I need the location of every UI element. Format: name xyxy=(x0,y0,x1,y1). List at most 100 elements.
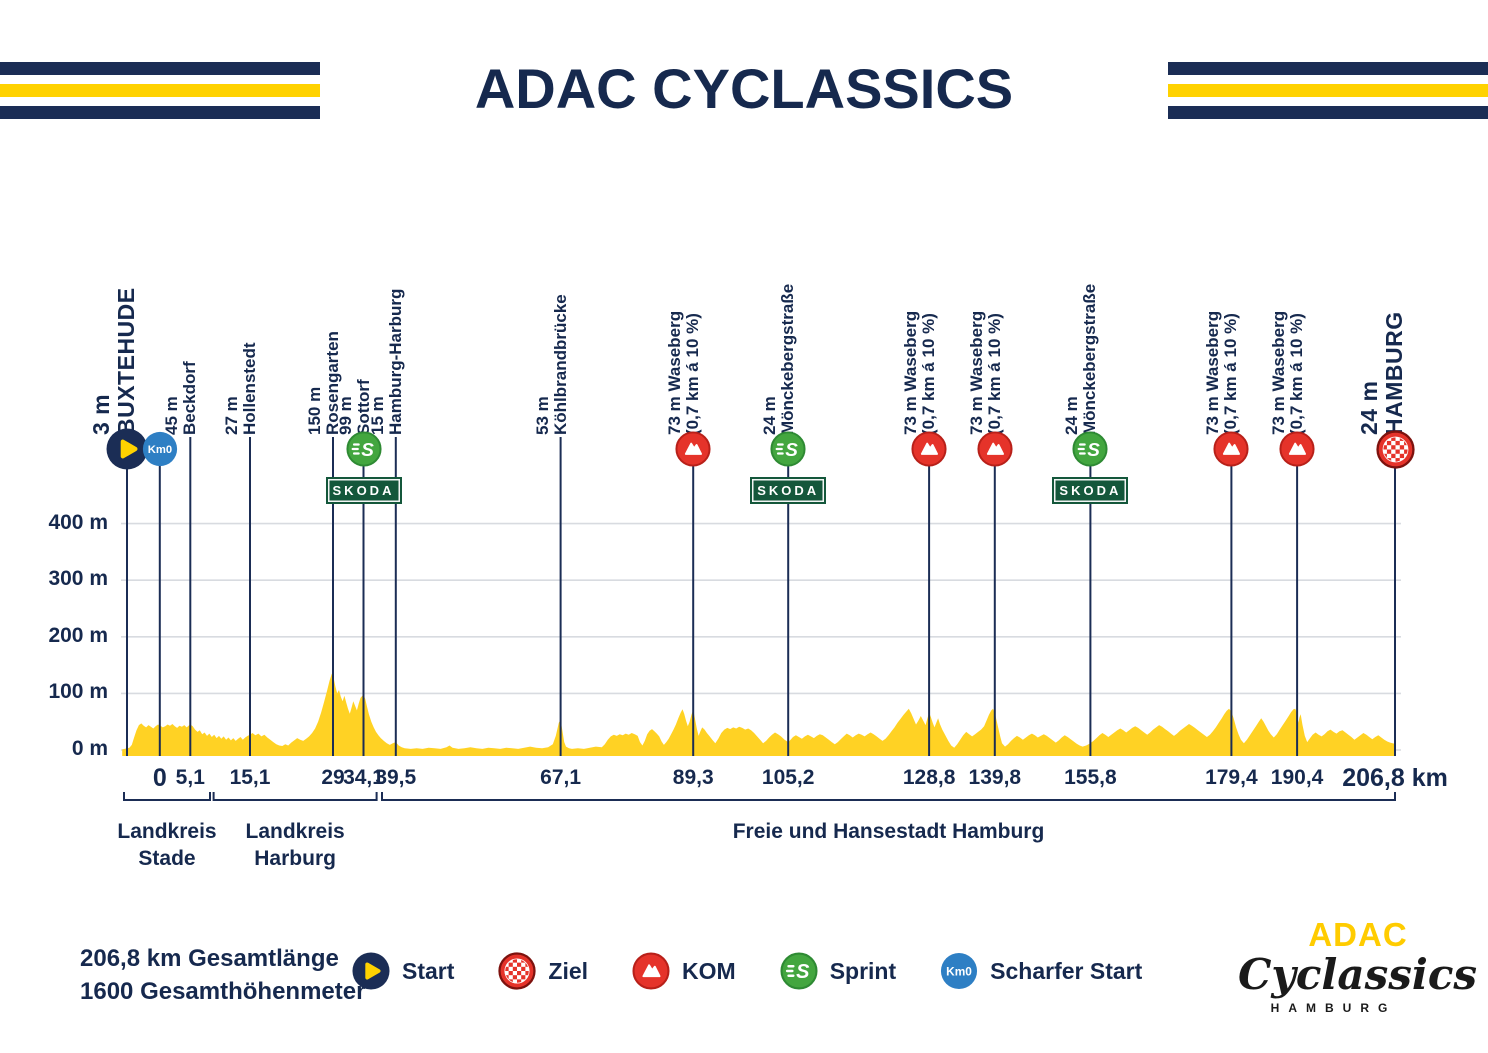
kom-icon-glyph xyxy=(911,431,947,467)
legend-item-label: Scharfer Start xyxy=(990,957,1143,984)
waypoint-label: 73 m Waseberg (0,7 km á 10 %) xyxy=(1269,310,1307,435)
legend-item-label: Sprint xyxy=(829,957,897,984)
km0-icon-glyph: Km0 xyxy=(142,431,177,467)
finish-icon xyxy=(1375,429,1415,469)
total-climb-value: 1600 xyxy=(80,978,134,1005)
legend-item-label: Ziel xyxy=(548,957,589,984)
y-axis-label: 300 m xyxy=(48,567,108,591)
event-logo: ADAC Cyclassics HAMBURG xyxy=(1238,916,1478,1015)
waypoint-label: 73 m Waseberg (0,7 km á 10 %) xyxy=(966,310,1004,435)
waypoint-label: 15 m Hamburg-Harburg xyxy=(367,288,405,435)
region-bracket xyxy=(123,792,211,801)
sprint-icon: S xyxy=(780,952,818,990)
x-axis-label: 89,3 xyxy=(672,766,714,789)
start-icon xyxy=(352,952,390,990)
kom-icon xyxy=(1213,431,1249,467)
sprint-icon: S xyxy=(345,431,382,467)
km0-icon: Km0 xyxy=(142,431,178,467)
waypoint-label: 24 m Mönckebergstraße xyxy=(1062,283,1100,435)
route-stats: 206,8 km Gesamtlänge 1600 Gesamthöhenmet… xyxy=(80,942,365,1008)
y-axis-label: 0 m xyxy=(71,737,108,760)
waypoint-label: 53 m Köhlbrandbrücke xyxy=(532,294,570,435)
legend-item-kom: KOM xyxy=(632,952,736,990)
region-bracket xyxy=(381,792,1396,801)
svg-text:S: S xyxy=(361,440,374,461)
stripe-yellow xyxy=(0,84,320,97)
svg-text:S: S xyxy=(785,440,798,461)
sprint-icon-glyph: S xyxy=(345,431,382,467)
x-axis-label: 5,1 xyxy=(175,766,205,789)
kom-icon xyxy=(1279,431,1315,467)
finish-icon-glyph xyxy=(498,952,537,990)
logo-cyclassics-text: Cyclassics xyxy=(1238,950,1478,999)
x-axis-label: 155,8 xyxy=(1064,766,1117,789)
svg-text:S: S xyxy=(1088,440,1101,461)
x-axis-label: 128,8 xyxy=(902,766,956,789)
x-axis-label: 34,1 xyxy=(343,766,384,789)
legend-item-label: KOM xyxy=(682,957,736,984)
kom-icon xyxy=(911,431,947,467)
kom-icon-glyph xyxy=(977,431,1013,467)
start-icon xyxy=(106,428,148,470)
start-icon-glyph xyxy=(352,952,390,990)
region-label: Freie und Hansestadt Hamburg xyxy=(732,820,1045,843)
header-stripes-right xyxy=(1168,62,1488,119)
waypoint-label: 27 m Hollenstedt xyxy=(222,342,259,435)
skoda-sponsor-banner: SKODA xyxy=(750,477,827,504)
svg-text:Km0: Km0 xyxy=(148,444,172,456)
logo-adac-text: ADAC xyxy=(1308,916,1408,953)
skoda-sponsor-banner: SKODA xyxy=(325,477,402,504)
sprint-icon: S xyxy=(1072,431,1108,467)
kom-icon-glyph xyxy=(1279,431,1315,467)
region-label: Landkreis Harburg xyxy=(245,820,345,870)
legend-item-scharfer-start: Km0 Scharfer Start xyxy=(940,952,1142,990)
total-climb-label: Gesamthöhenmeter xyxy=(140,978,366,1005)
sprint-icon-glyph: S xyxy=(770,431,806,467)
waypoint-label: 73 m Waseberg (0,7 km á 10 %) xyxy=(1203,310,1241,435)
total-climb: 1600 Gesamthöhenmeter xyxy=(80,975,365,1008)
finish-icon-glyph xyxy=(1375,429,1415,469)
x-axis-label: 29 xyxy=(321,766,345,789)
total-length-value: 206,8 km xyxy=(80,945,182,972)
total-length-label: Gesamtlänge xyxy=(188,945,339,972)
svg-text:S: S xyxy=(796,961,810,983)
waypoint-label: 73 m Waseberg (0,7 km á 10 %) xyxy=(665,310,703,435)
waypoint-label: 3 m BUXTEHUDE xyxy=(87,287,139,435)
kom-icon-glyph xyxy=(675,431,711,467)
waypoint-label: 73 m Waseberg (0,7 km á 10 %) xyxy=(901,310,939,435)
sprint-icon: S xyxy=(770,431,806,467)
kom-icon xyxy=(675,431,711,467)
stripe-yellow xyxy=(1168,84,1488,97)
sprint-icon-glyph: S xyxy=(1072,431,1108,467)
legend-item-ziel: Ziel xyxy=(498,952,588,990)
start-icon-glyph xyxy=(106,428,148,470)
x-axis-label: 139,8 xyxy=(968,766,1022,789)
km0-icon-glyph: Km0 xyxy=(941,952,978,990)
legend-item-label: Start xyxy=(402,957,455,984)
waypoint-label: 24 m HAMBURG xyxy=(1356,311,1408,435)
legend: Start Ziel KOM S Sprint Km0 Scharfer Start xyxy=(352,952,1142,990)
legend-item-start: Start xyxy=(352,952,454,990)
kom-icon-glyph xyxy=(1213,431,1249,467)
x-axis-label: 0 xyxy=(152,764,167,792)
skoda-sponsor-banner: SKODA xyxy=(1052,477,1129,504)
sprint-icon-glyph: S xyxy=(780,952,818,990)
elevation-area xyxy=(122,673,1396,756)
logo-hamburg-text: HAMBURG xyxy=(1270,1001,1397,1015)
x-axis-label: 67,1 xyxy=(540,766,582,789)
x-axis-label: 206,8 km xyxy=(1342,764,1448,792)
waypoint-label: 24 m Mönckebergstraße xyxy=(760,283,798,435)
region-label: Landkreis Stade xyxy=(117,820,217,870)
kom-icon xyxy=(977,431,1013,467)
finish-icon xyxy=(498,952,537,990)
y-axis-label: 200 m xyxy=(48,623,108,647)
stripe-navy xyxy=(1168,62,1488,75)
x-axis-label: 39,5 xyxy=(375,766,417,789)
stripe-navy xyxy=(1168,106,1488,119)
kom-icon xyxy=(632,952,670,990)
x-axis-label: 105,2 xyxy=(761,766,815,789)
stripe-navy xyxy=(0,106,320,119)
page-title: ADAC CYCLASSICS xyxy=(474,57,1014,120)
